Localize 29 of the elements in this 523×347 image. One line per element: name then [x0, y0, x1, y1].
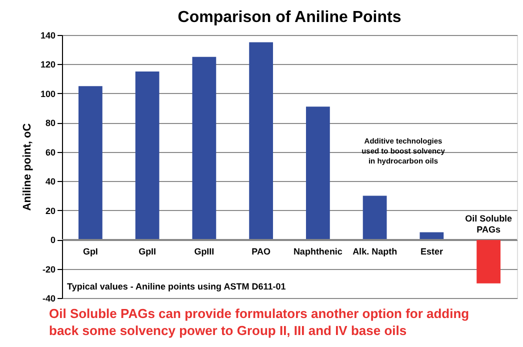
y-tick-label: 40 — [45, 176, 56, 187]
bar — [78, 86, 102, 240]
bar — [192, 56, 216, 240]
x-tick-label: Ester — [420, 246, 444, 257]
x-tick-label: PAO — [252, 246, 270, 257]
y-axis-title: Aniline point, oC — [21, 123, 34, 211]
x-tick-label: Oil Soluble PAGs — [465, 214, 512, 235]
bar — [249, 42, 274, 240]
chart-title: Comparison of Aniline Points — [178, 9, 402, 26]
bar — [306, 106, 330, 240]
y-tick-label: 100 — [40, 88, 56, 99]
x-tick-label: Alk. Napth — [352, 246, 398, 257]
x-tick-label: Naphthenic — [293, 246, 342, 257]
x-tick-label: GpIII — [194, 246, 214, 257]
y-tick-label: 120 — [40, 60, 56, 70]
annotation: Typical values - Aniline points using ASTM D611-01 — [67, 281, 286, 292]
y-tick-label: 60 — [45, 147, 56, 158]
bar — [135, 72, 160, 240]
y-tick-label: 140 — [40, 30, 56, 40]
x-tick-label: GpI — [82, 246, 98, 257]
y-tick-label: 0 — [50, 235, 56, 246]
bar — [476, 240, 501, 284]
text: Oil Soluble PAGs can provide formulators another option for adding back some solvency power to Group II, III and IV base oils — [49, 306, 470, 338]
y-tick-label: -20 — [42, 264, 56, 274]
x-tick-label: GpII — [138, 246, 156, 257]
y-tick-label: -40 — [42, 294, 56, 304]
bar — [362, 196, 387, 240]
y-tick-label: 80 — [45, 118, 56, 128]
y-tick-label: 20 — [45, 206, 56, 216]
